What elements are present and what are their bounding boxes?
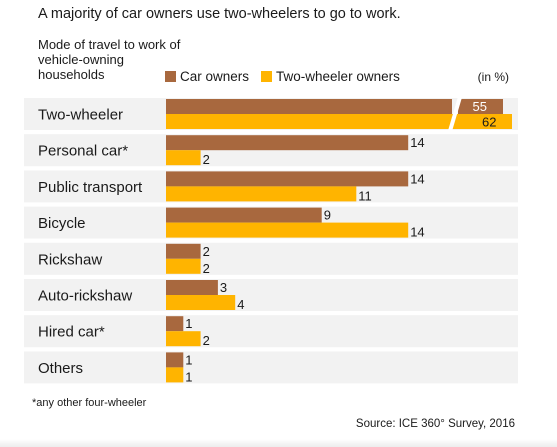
value-label-car-owners-bicycle: 9 (324, 208, 331, 223)
category-label-two-wheeler: Two-wheeler (38, 107, 123, 124)
legend-swatch-car-owners (165, 71, 176, 82)
bar-car-owners-two-wheeler (166, 99, 452, 114)
value-label-two-wheeler-owners-public-transport: 11 (358, 188, 372, 203)
value-label-two-wheeler-owners-others: 1 (185, 369, 192, 384)
chart-title: A majority of car owners use two-wheeler… (38, 6, 401, 22)
chart-subtitle: Mode of travel to work of vehicle-owning… (38, 37, 181, 82)
row-band-hired-car (24, 315, 518, 348)
bar-car-owners-rickshaw (166, 243, 201, 259)
category-label-public-transport: Public transport (38, 179, 143, 196)
value-label-two-wheeler-owners-auto-rickshaw: 4 (237, 297, 244, 312)
legend-label-car-owners: Car owners (180, 69, 250, 84)
value-label-car-owners-public-transport: 14 (410, 171, 424, 186)
unit-label: (in %) (477, 70, 509, 84)
legend-label-two-wheeler-owners: Two-wheeler owners (276, 69, 400, 84)
bar-car-owners-personal-car (166, 135, 409, 151)
value-label-two-wheeler-owners-hired-car: 2 (203, 333, 210, 348)
category-label-auto-rickshaw: Auto-rickshaw (38, 288, 132, 305)
legend-swatch-two-wheeler-owners (261, 71, 273, 82)
category-label-personal-car: Personal car* (38, 143, 128, 160)
bar-two-wheeler-owners-others (166, 367, 184, 383)
legend-item-car-owners: Car owners (165, 69, 249, 84)
row-band-others (24, 351, 518, 384)
bar-car-owners-bicycle (166, 207, 322, 223)
value-label-car-owners-hired-car: 1 (185, 316, 192, 331)
category-label-hired-car: Hired car* (38, 324, 105, 341)
bar-two-wheeler-owners-bicycle (166, 222, 409, 238)
source-note: Source: ICE 360° Survey, 2016 (355, 418, 515, 430)
bottom-shadow (0, 439, 557, 447)
row-band-rickshaw (24, 242, 518, 275)
bar-car-owners-hired-car (166, 316, 184, 332)
value-label-two-wheeler-owners-two-wheeler: 62 (482, 115, 496, 130)
value-label-car-owners-rickshaw: 2 (203, 244, 210, 259)
category-label-others: Others (38, 360, 83, 377)
axis-break-slash (448, 96, 462, 132)
legend: Car owners Two-wheeler owners (165, 69, 412, 84)
bar-two-wheeler-owners-auto-rickshaw (166, 295, 236, 310)
bar-two-wheeler-owners-hired-car (166, 331, 201, 347)
value-label-car-owners-personal-car: 14 (410, 135, 424, 150)
value-label-car-owners-auto-rickshaw: 3 (220, 280, 227, 295)
value-label-car-owners-two-wheeler: 55 (473, 99, 487, 114)
value-label-two-wheeler-owners-bicycle: 14 (410, 225, 424, 240)
bar-two-wheeler-owners-two-wheeler (166, 114, 512, 129)
bar-car-owners-auto-rickshaw (166, 280, 218, 295)
category-label-rickshaw: Rickshaw (38, 251, 102, 268)
value-label-two-wheeler-owners-personal-car: 2 (203, 152, 210, 167)
bar-car-owners-others (166, 352, 184, 368)
bar-break-continuation-car-owners (458, 99, 503, 114)
value-label-two-wheeler-owners-rickshaw: 2 (203, 261, 210, 276)
footnote: *any other four-wheeler (32, 397, 147, 409)
bar-two-wheeler-owners-public-transport (166, 186, 357, 202)
category-label-bicycle: Bicycle (38, 215, 86, 232)
bar-two-wheeler-owners-personal-car (166, 150, 201, 166)
value-label-car-owners-others: 1 (185, 352, 192, 367)
bar-car-owners-public-transport (166, 171, 409, 187)
bar-two-wheeler-owners-rickshaw (166, 258, 201, 274)
legend-item-two-wheeler-owners: Two-wheeler owners (261, 69, 400, 84)
row-band-auto-rickshaw (24, 279, 518, 311)
